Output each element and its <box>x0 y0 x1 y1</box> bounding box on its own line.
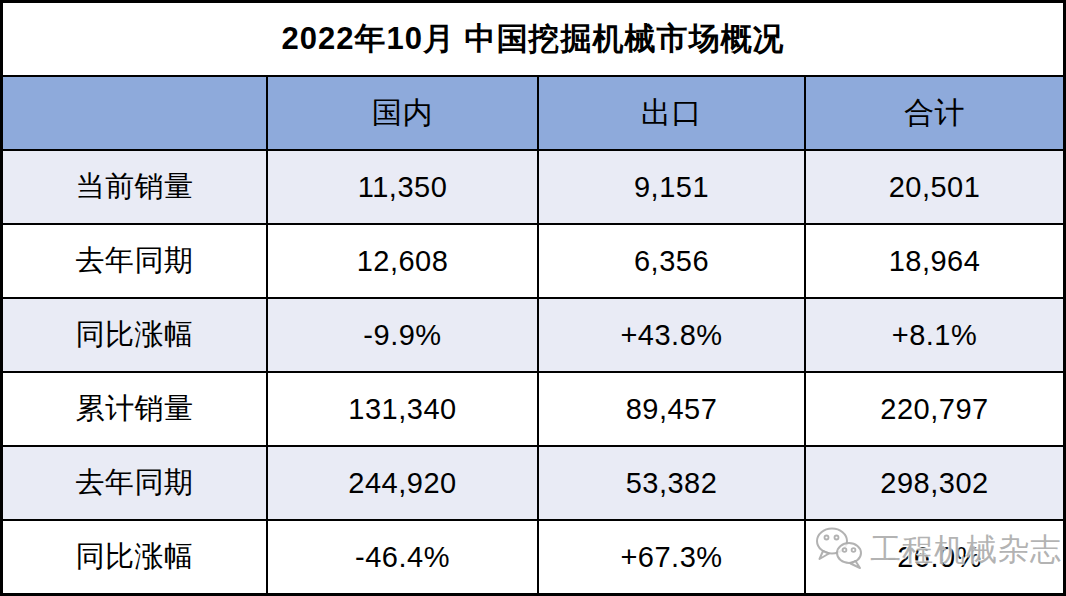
cell-yoy-cum-domestic: -46.4% <box>268 521 537 593</box>
cell-lastyear-cum-total: 298,302 <box>806 447 1063 519</box>
excavator-market-overview: 2022年10月 中国挖掘机械市场概况 国内 出口 合计 当前销量 11,350… <box>0 0 1066 596</box>
row-label-cumulative-sales: 累计销量 <box>3 373 266 445</box>
row-label-last-year-cumulative: 去年同期 <box>3 447 266 519</box>
col-header-export: 出口 <box>539 77 804 149</box>
market-table: 2022年10月 中国挖掘机械市场概况 国内 出口 合计 当前销量 11,350… <box>0 0 1066 596</box>
cell-current-total: 20,501 <box>806 151 1063 223</box>
cell-current-export: 9,151 <box>539 151 804 223</box>
cell-yoy-month-export: +43.8% <box>539 299 804 371</box>
col-header-domestic: 国内 <box>268 77 537 149</box>
cell-lastyear-cum-domestic: 244,920 <box>268 447 537 519</box>
cell-cumulative-export: 89,457 <box>539 373 804 445</box>
row-label-current-sales: 当前销量 <box>3 151 266 223</box>
col-header-total: 合计 <box>806 77 1063 149</box>
cell-current-domestic: 11,350 <box>268 151 537 223</box>
cell-yoy-cum-total: -26.0% <box>806 521 1063 593</box>
cell-yoy-cum-export: +67.3% <box>539 521 804 593</box>
cell-lastyear-month-domestic: 12,608 <box>268 225 537 297</box>
cell-yoy-month-domestic: -9.9% <box>268 299 537 371</box>
cell-lastyear-cum-export: 53,382 <box>539 447 804 519</box>
row-label-yoy-cumulative: 同比涨幅 <box>3 521 266 593</box>
cell-cumulative-total: 220,797 <box>806 373 1063 445</box>
cell-lastyear-month-export: 6,356 <box>539 225 804 297</box>
cell-cumulative-domestic: 131,340 <box>268 373 537 445</box>
cell-yoy-month-total: +8.1% <box>806 299 1063 371</box>
table-title: 2022年10月 中国挖掘机械市场概况 <box>3 3 1063 75</box>
row-label-last-year-month: 去年同期 <box>3 225 266 297</box>
cell-lastyear-month-total: 18,964 <box>806 225 1063 297</box>
col-header-empty <box>3 77 266 149</box>
row-label-yoy-month: 同比涨幅 <box>3 299 266 371</box>
